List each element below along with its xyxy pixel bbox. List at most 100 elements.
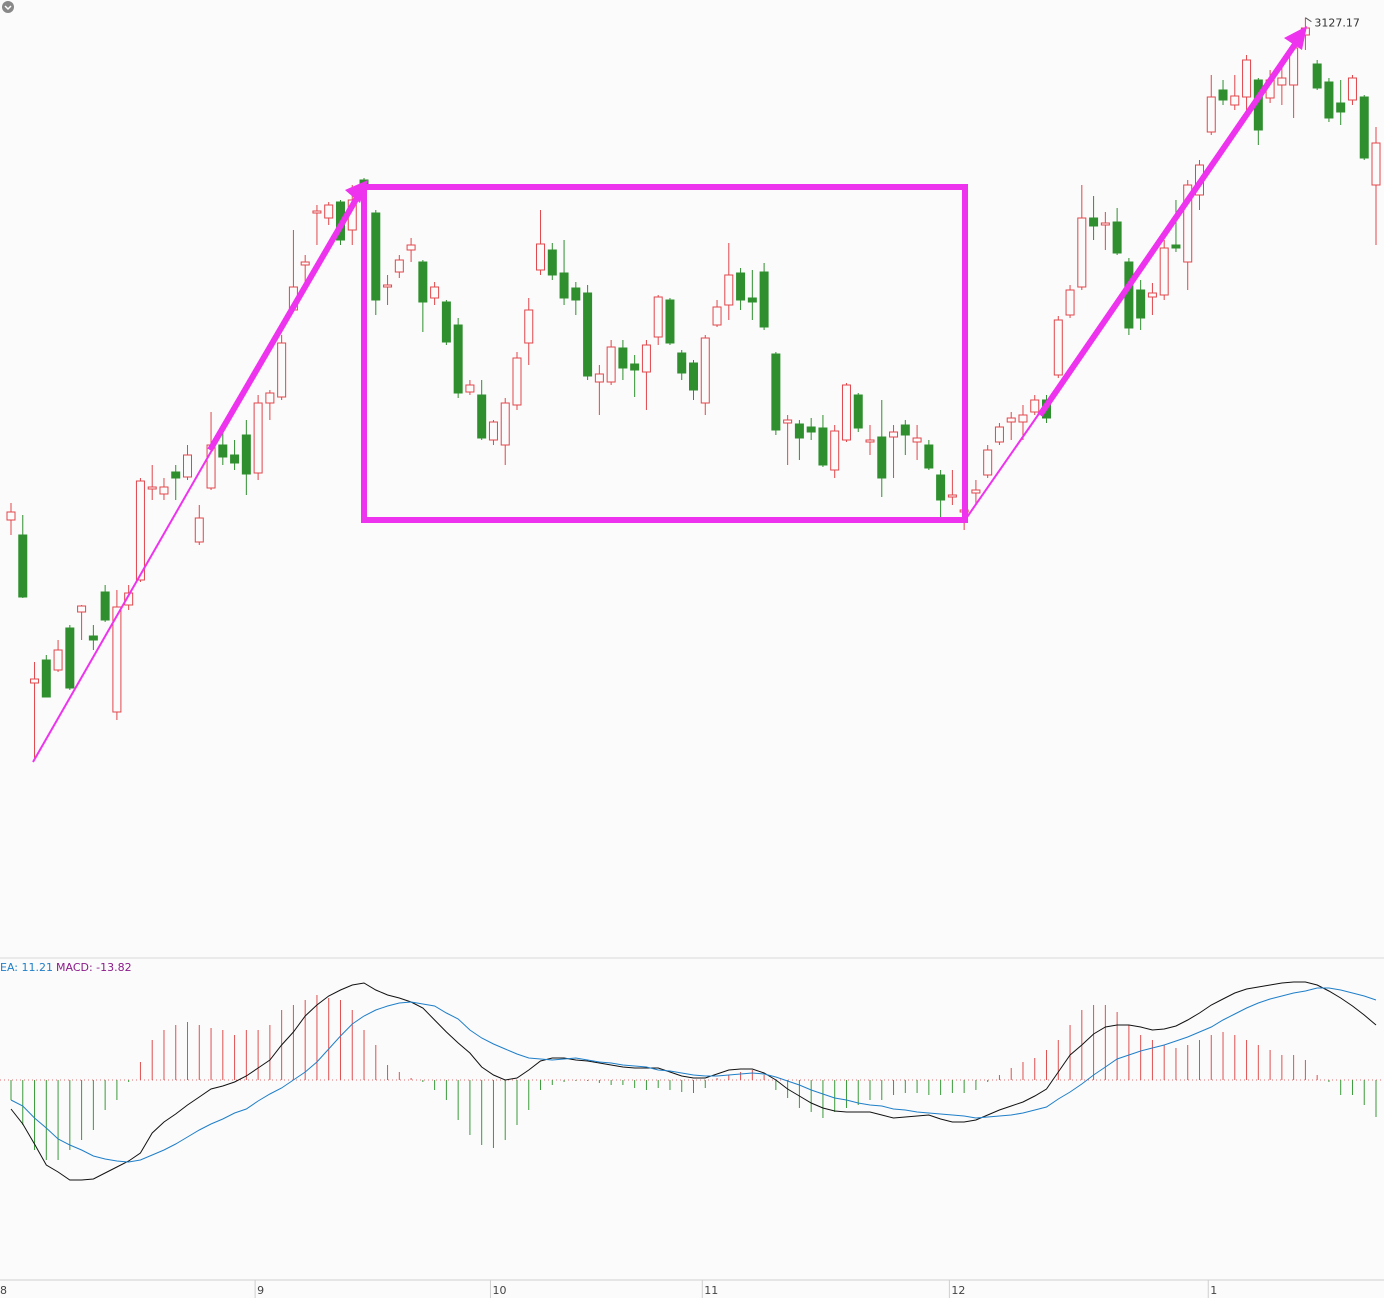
trend-arrow (207, 194, 361, 452)
candle-body (477, 394, 487, 439)
candle-body (877, 436, 887, 479)
candle-body (406, 244, 416, 251)
candle-body (1242, 59, 1252, 98)
candle-body (853, 394, 863, 429)
candle-body (394, 259, 404, 273)
candle-body (994, 426, 1004, 443)
candle-body (700, 337, 710, 404)
candle-body (771, 353, 781, 431)
candle-body (230, 454, 240, 464)
x-tick-label: 11 (704, 1284, 718, 1297)
candle-body (100, 591, 110, 621)
candle-body (889, 431, 899, 438)
candle-body (630, 363, 640, 371)
legend-dea: EA: 11.21 (0, 961, 53, 974)
candle-body (241, 434, 251, 475)
candle-body (618, 347, 628, 369)
candle-body (665, 299, 675, 344)
candle-body (1006, 417, 1016, 423)
candle-body (171, 471, 181, 479)
candle-body (524, 309, 534, 344)
x-axis-labels: 8 9 10 11 12 1 (0, 1280, 1217, 1298)
candle-body (124, 592, 134, 606)
candle-body (277, 342, 287, 398)
candle-body (53, 649, 63, 671)
candle-body (18, 534, 28, 598)
x-tick-label: 1 (1210, 1284, 1217, 1297)
candle-body (1030, 399, 1040, 413)
candle-body (536, 243, 546, 271)
candle-body (1218, 89, 1228, 101)
candle-body (500, 402, 510, 446)
candle-body (747, 297, 757, 303)
candle-body (841, 384, 851, 441)
candle-body (1136, 289, 1146, 319)
candle-body (88, 635, 98, 641)
candle-body (689, 362, 698, 391)
candle-body (1336, 102, 1346, 113)
menu-button[interactable] (2, 1, 14, 13)
candle-body (947, 494, 957, 498)
candle-body (488, 421, 498, 441)
candle-body (1206, 96, 1216, 133)
candle-body (218, 444, 228, 458)
candle-body (6, 511, 16, 521)
candle-body (112, 606, 122, 713)
candle-body (77, 605, 87, 613)
candle-body (924, 444, 934, 469)
candle-body (135, 480, 145, 581)
candle-body (936, 474, 946, 501)
candle-body (606, 346, 616, 383)
candle-body (1183, 184, 1193, 263)
candle-body (253, 402, 263, 474)
x-tick-label: 12 (951, 1284, 965, 1297)
macd-line (10, 987, 1377, 1163)
candle-body (371, 212, 381, 301)
candles-layer: 3127.17 (6, 17, 1381, 760)
candle-body (1171, 244, 1181, 249)
candle-body (559, 272, 569, 299)
candle-body (724, 274, 734, 306)
high-label: 3127.17 (1314, 17, 1360, 30)
candle-body (806, 426, 816, 433)
candle-body (830, 430, 840, 471)
candle-body (1089, 217, 1099, 227)
candle-body (324, 204, 334, 219)
candle-body (900, 424, 910, 436)
candle-body (1277, 77, 1287, 86)
candle-body (571, 287, 581, 301)
candle-body (794, 423, 804, 439)
legend-macd: MACD: -13.82 (56, 961, 132, 974)
candle-body (41, 659, 51, 698)
candle-body (383, 284, 393, 288)
candle-body (1312, 63, 1322, 89)
candle-body (194, 517, 204, 543)
candle-body (971, 489, 981, 494)
candle-body (712, 306, 722, 326)
candle-body (583, 292, 593, 377)
candle-body (1371, 142, 1381, 186)
candle-body (1112, 221, 1122, 254)
trend-line (964, 404, 1046, 521)
candle-body (1018, 414, 1028, 423)
candle-body (1230, 95, 1240, 106)
candle-body (783, 419, 793, 424)
candle-body (1100, 222, 1110, 226)
candle-body (159, 486, 169, 495)
candle-body (1077, 217, 1087, 288)
trend-arrow (1037, 38, 1301, 417)
candle-body (594, 373, 604, 383)
x-tick-label: 9 (257, 1284, 264, 1297)
candle-body (1347, 77, 1357, 101)
x-tick-label: 10 (492, 1284, 506, 1297)
candle-body (1053, 319, 1063, 376)
x-tick-label: 8 (0, 1284, 7, 1297)
candle-body (512, 357, 522, 406)
menu-chevron (4, 5, 12, 11)
candle-body (453, 324, 463, 394)
macd-line (10, 981, 1377, 1181)
macd-layer (10, 981, 1377, 1181)
